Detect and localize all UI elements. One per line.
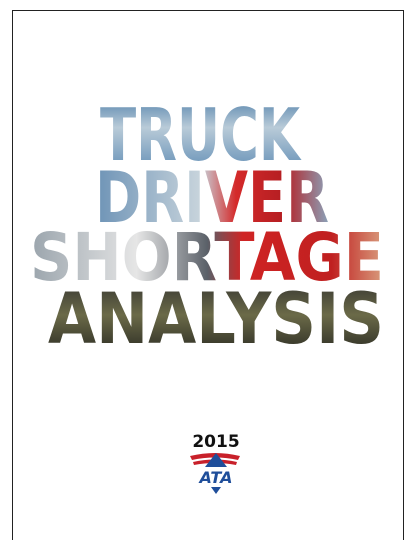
logo-point [211, 487, 221, 494]
logo: ATA [190, 453, 240, 494]
year: 2015 [192, 432, 239, 452]
logo-text: ATA [198, 468, 233, 487]
page: TRUCK DRIVER SHORTAGE ANALYSIS 2015 ATA … [0, 0, 417, 536]
title-line: ANALYSIS [48, 278, 384, 360]
cover: TRUCK DRIVER SHORTAGE ANALYSIS 2015 ATA [0, 0, 417, 536]
